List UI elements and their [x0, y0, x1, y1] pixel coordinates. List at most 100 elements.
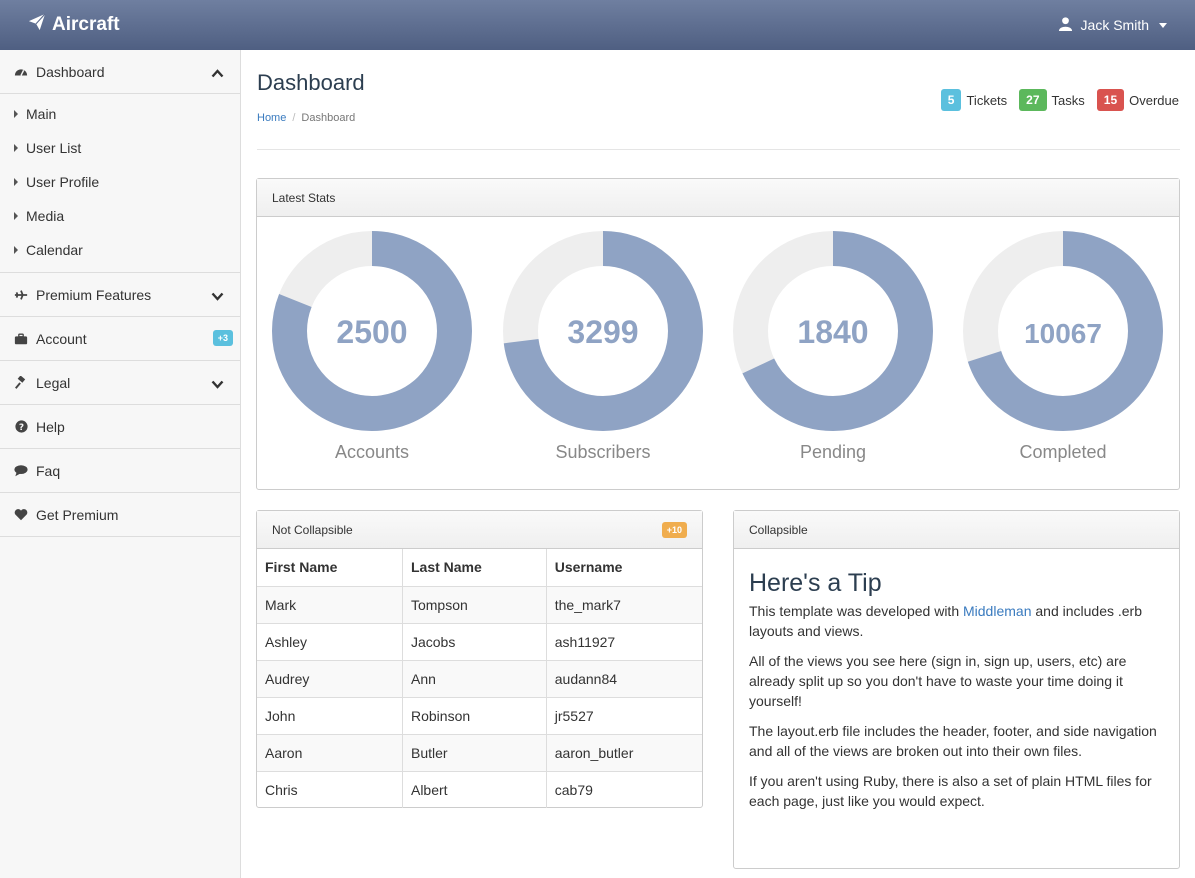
plane-icon: [14, 288, 28, 302]
tasks-stat[interactable]: 27 Tasks: [1019, 89, 1085, 111]
sidebar-subitem-user-list[interactable]: User List: [0, 131, 240, 165]
chevron-down-icon: [211, 376, 224, 392]
comment-icon: [14, 464, 28, 478]
overdue-label: Overdue: [1129, 92, 1179, 108]
donut-value: 2500: [336, 314, 407, 350]
table-cell: audann84: [546, 660, 702, 698]
panel-heading[interactable]: Collapsible: [734, 511, 1179, 549]
tickets-stat[interactable]: 5 Tickets: [940, 89, 1008, 111]
table-row: Audrey Ann audann84: [257, 660, 702, 698]
dashboard-icon: [14, 65, 28, 79]
column-header: Username: [546, 549, 702, 587]
sidebar-subitem-calendar[interactable]: Calendar: [0, 233, 240, 267]
not-collapsible-panel: Not Collapsible +10 First Name Last Name…: [256, 510, 703, 808]
heart-icon: [14, 508, 28, 522]
donut-label: Pending: [799, 442, 867, 462]
breadcrumb-home-link[interactable]: Home: [257, 112, 287, 124]
users-table: First Name Last Name Username Mark Tompso…: [257, 549, 702, 808]
middleman-link[interactable]: Middleman: [963, 603, 1032, 619]
donut-label: Subscribers: [555, 442, 651, 462]
table-row: John Robinson jr5527: [257, 697, 702, 735]
table-row: Chris Albert cab79: [257, 771, 702, 808]
donut-subscribers: 3299 Subscribers: [503, 231, 703, 463]
sidebar-item-get-premium[interactable]: Get Premium: [0, 493, 240, 537]
caret-right-icon: [14, 110, 18, 118]
breadcrumb: Home / Dashboard: [257, 112, 355, 124]
donut-value: 10067: [1024, 318, 1102, 349]
donut-chart: 2500: [272, 231, 472, 431]
table-cell: Aaron: [257, 734, 403, 772]
account-count-badge: +3: [212, 330, 233, 346]
sidebar-item-label: Premium Features: [36, 286, 152, 303]
table-cell: Albert: [402, 771, 547, 808]
table-row: Mark Tompson the_mark7: [257, 586, 702, 624]
sidebar-item-premium-features[interactable]: Premium Features: [0, 273, 240, 317]
question-circle-icon: ?: [14, 420, 28, 434]
tip-paragraph: If you aren't using Ruby, there is also …: [749, 773, 1152, 809]
chevron-down-icon: [211, 288, 224, 304]
header-divider: [257, 149, 1180, 150]
sidebar-item-help[interactable]: ? Help: [0, 405, 240, 449]
table-cell: Chris: [257, 771, 403, 808]
table-cell: Audrey: [257, 660, 403, 698]
column-header: First Name: [257, 549, 403, 587]
svg-text:?: ?: [18, 423, 23, 433]
tickets-label: Tickets: [966, 92, 1008, 108]
user-name: Jack Smith: [1080, 17, 1149, 33]
sidebar-subitem-label: Media: [26, 208, 65, 224]
donut-arc: [963, 231, 1163, 431]
collapsible-panel: Collapsible Here's a Tip This template w…: [733, 510, 1180, 869]
sidebar-subitem-main[interactable]: Main: [0, 97, 240, 131]
sidebar-item-label: Faq: [36, 462, 61, 479]
sidebar-item-legal[interactable]: Legal: [0, 361, 240, 405]
tip-heading: Here's a Tip: [749, 569, 882, 597]
chevron-up-icon: [211, 65, 224, 81]
dashboard-submenu: Main User List User Profile Media Calend…: [0, 94, 240, 273]
donut-arc: [503, 231, 703, 431]
tip-paragraph: All of the views you see here (sign in, …: [749, 653, 1127, 709]
breadcrumb-separator: /: [292, 112, 296, 124]
tip-content: Here's a Tip This template was developed…: [734, 549, 1179, 835]
donut-completed: 10067 Completed: [963, 231, 1163, 463]
table-row: Aaron Butler aaron_butler: [257, 734, 702, 772]
sidebar-subitem-label: User List: [26, 140, 82, 156]
breadcrumb-current: Dashboard: [301, 112, 356, 124]
table-cell: Robinson: [402, 697, 547, 735]
tickets-count-badge: 5: [940, 89, 962, 111]
gavel-icon: [14, 375, 28, 390]
caret-right-icon: [14, 178, 18, 186]
table-cell: Jacobs: [402, 623, 547, 661]
sidebar-subitem-label: Calendar: [26, 242, 83, 258]
sidebar-item-label: Dashboard: [36, 63, 105, 80]
sidebar-item-dashboard[interactable]: Dashboard: [0, 50, 240, 94]
paper-plane-icon: [28, 13, 46, 37]
sidebar-subitem-user-profile[interactable]: User Profile: [0, 165, 240, 199]
table-cell: the_mark7: [546, 586, 702, 624]
sidebar-item-account[interactable]: Account +3: [0, 317, 240, 361]
sidebar-item-label: Help: [36, 418, 65, 435]
user-menu[interactable]: Jack Smith: [1058, 16, 1167, 34]
sidebar-item-label: Account: [36, 330, 87, 347]
table-cell: Ashley: [257, 623, 403, 661]
sidebar-subitem-label: Main: [26, 106, 57, 122]
overdue-stat[interactable]: 15 Overdue: [1096, 89, 1179, 111]
panel-count-badge: +10: [661, 522, 687, 538]
table-row: Ashley Jacobs ash11927: [257, 623, 702, 661]
donut-pending: 1840 Pending: [733, 231, 933, 463]
tasks-count-badge: 27: [1019, 89, 1047, 111]
sidebar: Dashboard Main User List User Profile Me…: [0, 50, 241, 878]
table-cell: Tompson: [402, 586, 547, 624]
panel-title: Not Collapsible: [272, 522, 353, 537]
table-cell: Mark: [257, 586, 403, 624]
tip-paragraph: The layout.erb file includes the header,…: [749, 723, 1157, 759]
panel-title: Latest Stats: [272, 190, 336, 205]
table-cell: ash11927: [546, 623, 702, 661]
sidebar-item-faq[interactable]: Faq: [0, 449, 240, 493]
table-cell: Ann: [402, 660, 547, 698]
sidebar-subitem-media[interactable]: Media: [0, 199, 240, 233]
sidebar-subitem-label: User Profile: [26, 174, 100, 190]
brand-logo[interactable]: Aircraft: [28, 13, 120, 37]
tip-paragraph: This template was developed with Middlem…: [749, 601, 1164, 641]
top-navbar: Aircraft Jack Smith: [0, 0, 1195, 50]
tip-text: This template was developed with: [749, 603, 963, 619]
